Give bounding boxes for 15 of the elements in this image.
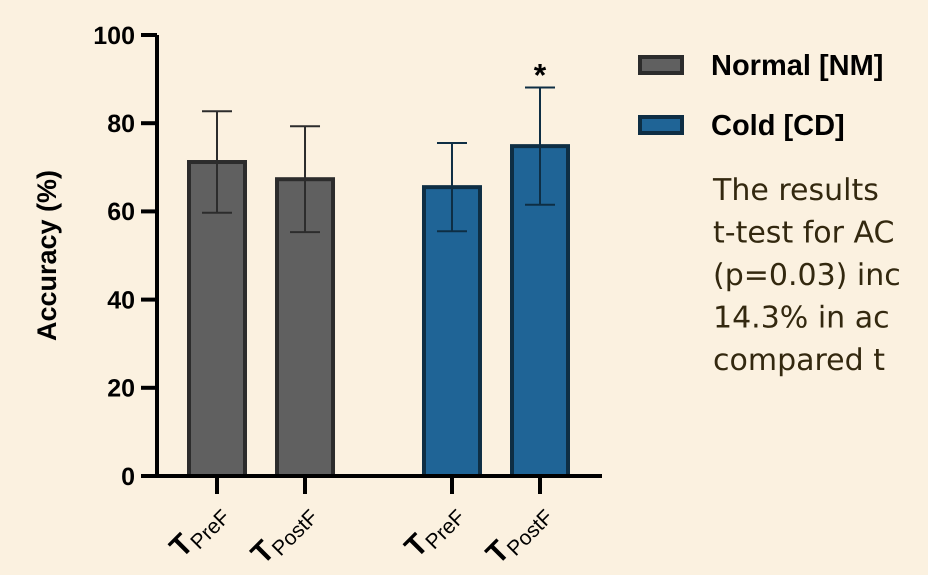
y-tick-label: 100 [93, 22, 135, 50]
y-tick-label: 80 [107, 110, 135, 138]
text: The results [712, 173, 879, 208]
legend-label: Cold [CD] [711, 110, 845, 142]
y-tick-label: 40 [107, 286, 135, 314]
text: t-test for AC [713, 216, 894, 250]
text: compared t [713, 343, 886, 378]
text: 14.3% in ac [713, 300, 890, 336]
text: (p=0.03) inc [713, 258, 901, 293]
y-axis-title: Accuracy (%) [32, 170, 62, 342]
legend-label: Normal [NM] [711, 50, 884, 82]
y-tick-label: 20 [107, 374, 135, 403]
y-tick-label: 0 [121, 462, 135, 491]
y-tick-label: 60 [107, 198, 135, 226]
annotation: * [534, 56, 547, 93]
